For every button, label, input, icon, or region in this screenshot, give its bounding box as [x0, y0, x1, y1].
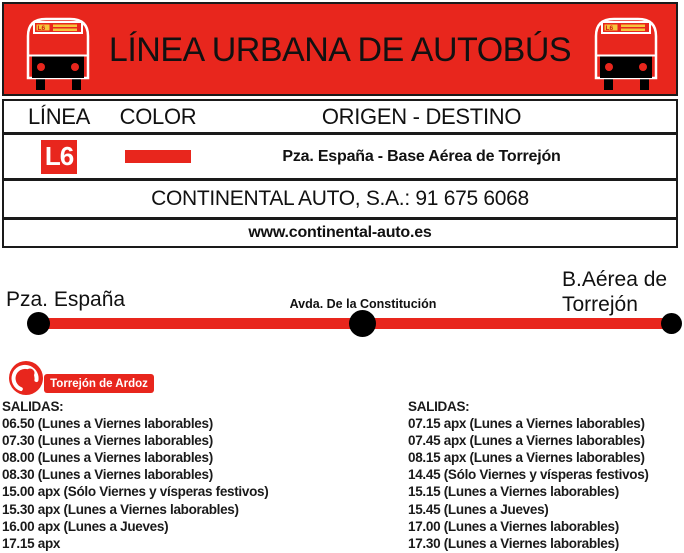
column-header-color: COLOR	[119, 103, 197, 129]
departure-row: 08.30 (Lunes a Viernes laborables)	[2, 467, 213, 483]
stop-dot-pza-espana	[27, 312, 50, 335]
page-title: LÍNEA URBANA DE AUTOBÚS	[108, 30, 572, 69]
departure-row: 15.30 apx (Lunes a Viernes laborables)	[2, 501, 239, 517]
departures-title: SALIDAS:	[2, 399, 64, 414]
departure-row: 07.30 (Lunes a Viernes laborables)	[2, 433, 213, 449]
line-info-table: LÍNEA COLOR ORIGEN - DESTINO L6 Pza. Esp…	[2, 99, 678, 248]
stop-label-base-aerea: B.Aérea de Torrejón	[562, 268, 668, 316]
bus-headsign	[604, 24, 618, 31]
line-number-badge: L6	[41, 139, 77, 174]
stop-label-avda-constitucion: Avda. De la Constitución	[289, 297, 437, 311]
departure-row: 08.15 apx (Lunes a Viernes laborables)	[408, 450, 645, 466]
operator-website-link[interactable]: www.continental-auto.es	[248, 224, 432, 241]
departure-row: 17.00 (Lunes a Viernes laborables)	[408, 518, 619, 534]
departure-row: 15.45 (Lunes a Jueves)	[408, 501, 549, 517]
departure-row: 07.15 apx (Lunes a Viernes laborables)	[408, 416, 645, 432]
column-header-origen-destino: ORIGEN - DESTINO	[321, 103, 522, 129]
column-header-linea: LÍNEA	[27, 103, 91, 129]
torrejon-de-ardoz-logo-icon	[9, 361, 43, 395]
bus-front-icon: L6	[26, 17, 90, 90]
line-color-swatch	[125, 150, 191, 163]
departure-row: 16.00 apx (Lunes a Jueves)	[2, 518, 169, 534]
line-data-row: L6 Pza. España - Base Aérea de Torrejón	[4, 135, 676, 181]
bus-front-icon: L6	[594, 17, 658, 90]
departures-column-right: SALIDAS: 07.15 apx (Lunes a Viernes labo…	[408, 398, 649, 552]
departures-title: SALIDAS:	[408, 399, 470, 414]
origin-destination-value: Pza. España - Base Aérea de Torrejón	[282, 147, 561, 165]
operator-contact: CONTINENTAL AUTO, S.A.: 91 675 6068	[4, 181, 676, 220]
bus-headsign-line-label: L6	[606, 25, 614, 32]
departure-row: 06.50 (Lunes a Viernes laborables)	[2, 416, 213, 432]
departure-row: 15.15 (Lunes a Viernes laborables)	[408, 484, 619, 500]
stop-label-pza-espana: Pza. España	[6, 288, 126, 311]
bus-headsign-line-label: L6	[38, 25, 46, 32]
departure-row: 07.45 apx (Lunes a Viernes laborables)	[408, 433, 645, 449]
departure-row: 14.45 (Sólo Viernes y vísperas festivos)	[408, 467, 649, 483]
municipality-badge: Torrejón de Ardoz	[44, 374, 154, 393]
stop-dot-avda-constitucion	[349, 310, 376, 337]
departure-row: 08.00 (Lunes a Viernes laborables)	[2, 450, 213, 466]
bus-headsign	[36, 24, 50, 31]
table-header-row: LÍNEA COLOR ORIGEN - DESTINO	[4, 101, 676, 135]
stop-dot-base-aerea	[661, 313, 682, 334]
departure-row: 17.30 (Lunes a Viernes laborables)	[408, 535, 619, 551]
departures-column-left: SALIDAS: 06.50 (Lunes a Viernes laborabl…	[2, 398, 269, 552]
departure-row: 17.15 apx	[2, 535, 61, 551]
header-banner: L6 LÍNEA URBANA DE AUTOBÚS L6	[2, 2, 678, 96]
departure-row: 15.00 apx (Sólo Viernes y vísperas festi…	[2, 484, 269, 500]
